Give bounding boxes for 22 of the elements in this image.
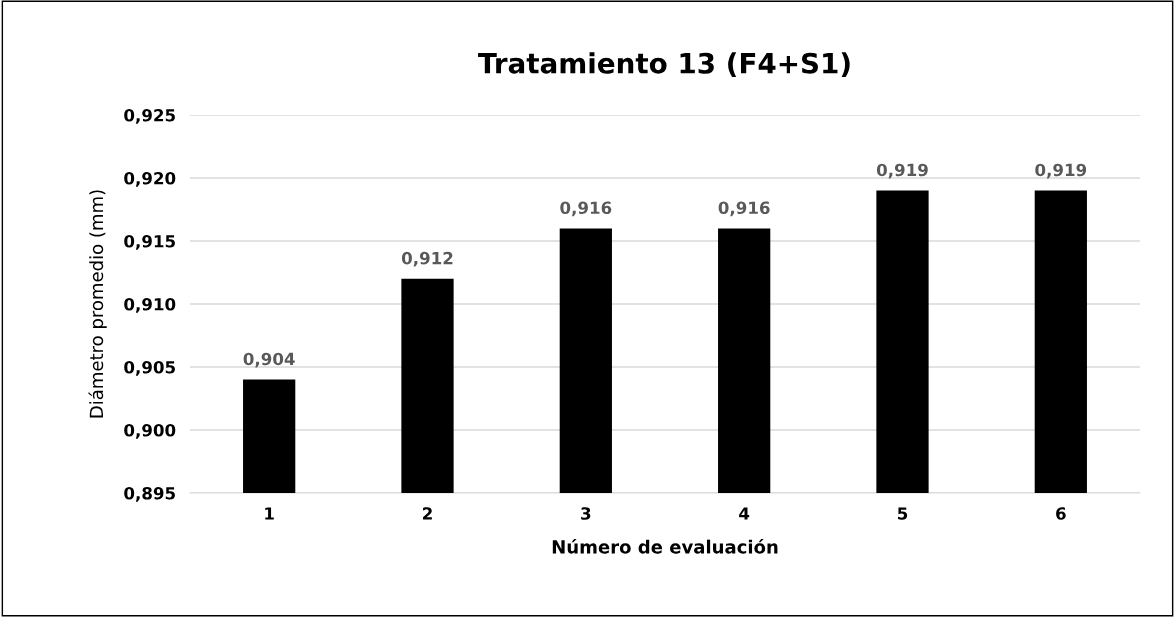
y-tick-label: 0,895 [124, 486, 175, 502]
data-label: 0,916 [718, 201, 770, 217]
data-label: 0,919 [1035, 163, 1087, 179]
x-tick-label: 1 [265, 507, 274, 520]
y-tick-label: 0,900 [124, 423, 176, 439]
y-axis-title: Diámetro promedio (mm) [88, 190, 107, 418]
y-tick-label: 0,910 [124, 297, 176, 313]
y-tick-label: 0,920 [124, 171, 176, 187]
y-tick-label: 0,925 [124, 108, 175, 124]
y-tick-label: 0,905 [124, 360, 175, 376]
x-tick-label: 3 [581, 507, 591, 520]
chart-title: Tratamiento 13 (F4+S1) [478, 52, 850, 77]
x-tick-label: 2 [423, 507, 432, 520]
x-axis-title: Número de evaluación [552, 538, 778, 554]
x-tick-label: 4 [739, 507, 750, 520]
y-tick-label: 0,915 [124, 234, 175, 250]
data-label: 0,904 [243, 352, 295, 368]
data-label: 0,912 [401, 251, 453, 267]
data-label: 0,916 [560, 201, 612, 217]
x-tick-label: 6 [1056, 507, 1066, 520]
x-tick-label: 5 [897, 507, 908, 520]
data-label: 0,919 [876, 163, 928, 179]
